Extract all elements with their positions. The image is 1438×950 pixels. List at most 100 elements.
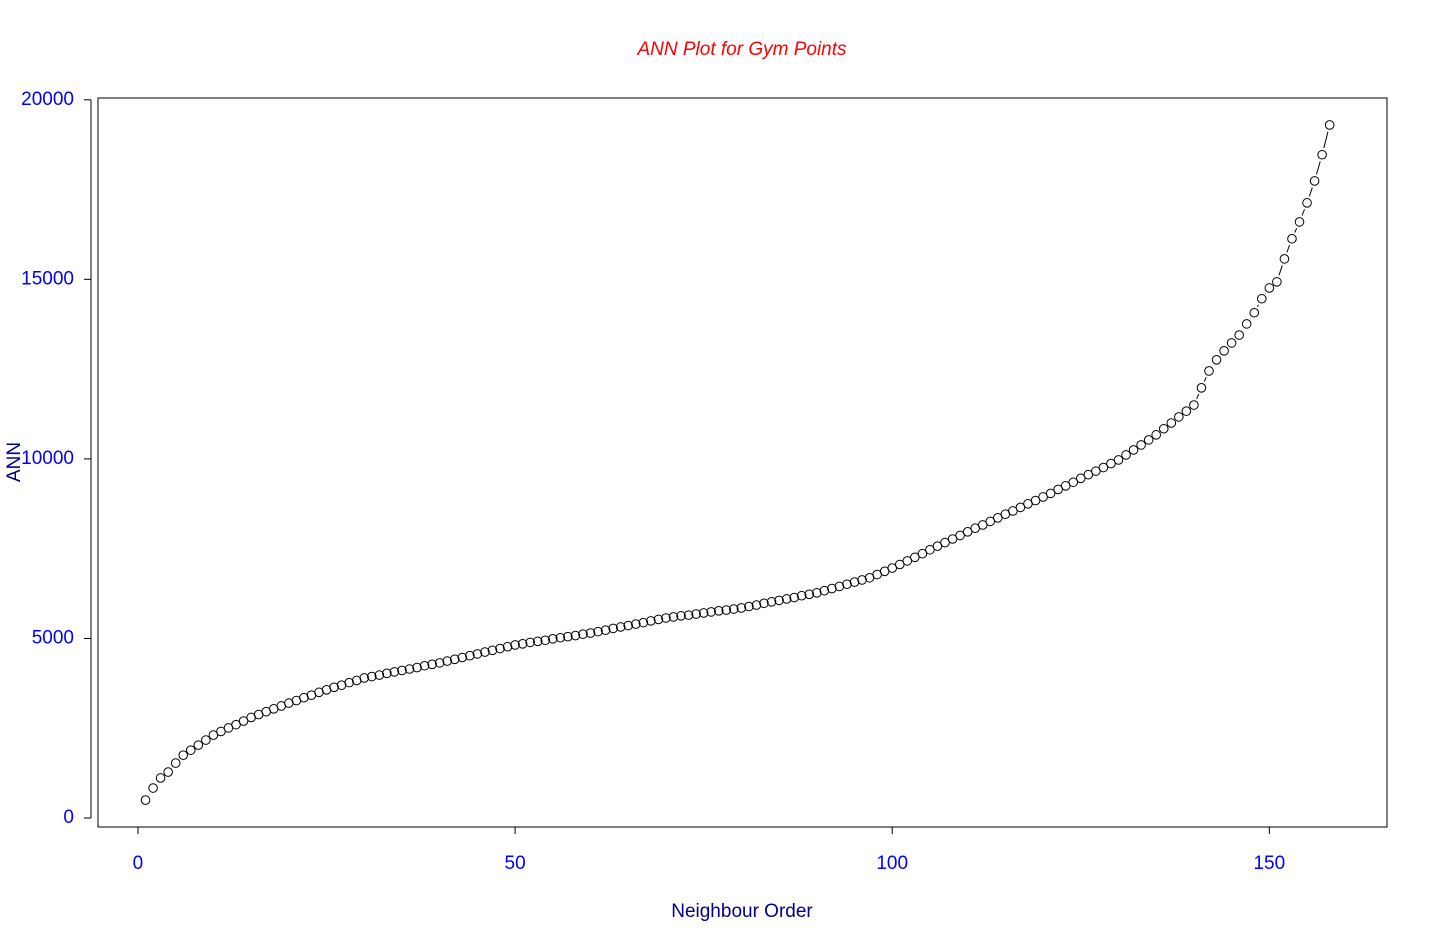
x-tick-label: 0 <box>133 853 144 874</box>
connector <box>1316 161 1321 175</box>
data-point <box>940 537 950 548</box>
y-tick-label: 20000 <box>21 89 74 110</box>
y-tick-label: 15000 <box>21 268 74 289</box>
data-point <box>1317 149 1327 160</box>
y-tick-label: 0 <box>63 807 74 828</box>
data-point <box>548 634 558 644</box>
connector <box>1203 377 1207 382</box>
data-point <box>427 659 437 670</box>
data-point <box>1166 418 1177 428</box>
data-point <box>713 606 724 616</box>
data-point <box>434 658 445 668</box>
data-point <box>789 592 799 603</box>
data-point <box>495 643 505 654</box>
data-point <box>419 660 430 671</box>
data-point <box>698 608 709 618</box>
data-point <box>1083 469 1094 480</box>
data-point <box>374 670 385 680</box>
data-point <box>216 726 226 737</box>
data-point <box>593 626 603 637</box>
data-point <box>1098 462 1109 473</box>
data-point <box>1038 492 1048 502</box>
data-point <box>457 652 468 663</box>
data-point <box>404 664 415 674</box>
data-point <box>630 619 641 629</box>
x-tick-label: 50 <box>505 853 526 874</box>
connector <box>1196 393 1200 399</box>
data-point <box>623 620 634 631</box>
data-point <box>947 534 958 544</box>
data-point <box>344 677 354 688</box>
y-axis-label: ANN <box>4 442 25 482</box>
data-point <box>397 665 407 676</box>
data-point <box>389 667 400 677</box>
data-point <box>985 516 996 527</box>
data-point <box>842 579 852 590</box>
data-point <box>1136 440 1146 450</box>
data-point <box>1226 338 1237 348</box>
data-point <box>1008 506 1018 516</box>
data-point <box>540 635 551 646</box>
data-point <box>510 640 520 650</box>
data-point <box>910 552 920 563</box>
data-point <box>366 671 377 682</box>
data-point <box>1234 330 1244 340</box>
data-point <box>1091 466 1101 476</box>
data-point <box>766 597 777 607</box>
data-point <box>578 629 588 639</box>
data-point <box>1204 366 1214 376</box>
data-point <box>1211 354 1222 365</box>
data-point <box>955 530 965 541</box>
data-point <box>1068 477 1079 488</box>
data-point <box>442 656 453 666</box>
data-point <box>163 767 173 777</box>
data-point <box>525 637 535 648</box>
data-point <box>1294 217 1305 227</box>
data-point <box>465 650 475 661</box>
data-point <box>691 609 701 619</box>
data-point <box>1060 481 1071 491</box>
data-point <box>1158 423 1169 434</box>
data-point <box>729 604 739 614</box>
data-point <box>676 611 686 621</box>
data-point <box>201 735 211 745</box>
data-point <box>638 617 649 628</box>
data-point <box>1053 484 1063 495</box>
data-point <box>811 588 822 598</box>
connector <box>1301 209 1305 216</box>
data-point <box>962 527 973 537</box>
data-point <box>683 610 694 620</box>
data-point <box>668 612 679 622</box>
data-point <box>1030 495 1041 506</box>
data-point <box>480 647 490 657</box>
data-point <box>1279 254 1290 264</box>
data-point <box>238 716 249 726</box>
data-point <box>781 594 792 604</box>
data-point <box>774 595 784 606</box>
data-point <box>563 631 573 642</box>
data-point <box>193 740 204 750</box>
data-point <box>661 613 671 623</box>
data-point <box>834 581 845 592</box>
x-tick-label: 100 <box>876 853 908 874</box>
data-point <box>1143 435 1154 445</box>
data-point <box>1189 400 1199 410</box>
data-point <box>1302 198 1312 208</box>
data-point <box>1181 406 1192 416</box>
x-tick-label: 150 <box>1253 853 1285 874</box>
data-point <box>1249 307 1260 318</box>
data-point <box>170 758 181 768</box>
data-point <box>827 583 837 594</box>
data-point <box>1015 502 1026 513</box>
connector <box>1308 187 1313 197</box>
data-point <box>857 575 867 585</box>
data-point <box>1045 488 1056 499</box>
data-point <box>487 645 498 656</box>
data-point <box>570 630 581 641</box>
y-tick-label: 5000 <box>32 627 74 648</box>
data-point <box>1121 450 1131 460</box>
data-point <box>744 601 754 612</box>
data-point <box>329 682 339 693</box>
data-point <box>1151 430 1162 440</box>
data-point <box>819 585 830 596</box>
